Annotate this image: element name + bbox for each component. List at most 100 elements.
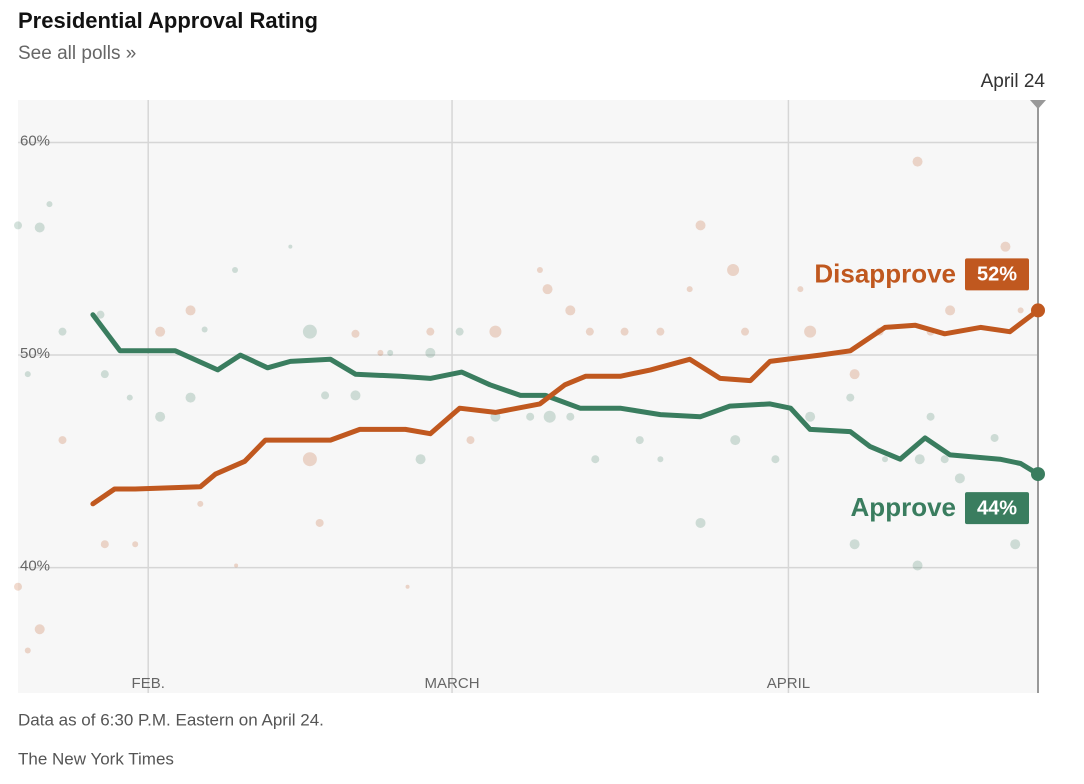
series-name: Disapprove [814, 258, 956, 288]
poll-dot [849, 369, 860, 380]
poll-dot [536, 267, 543, 274]
see-all-polls-link[interactable]: See all polls » [18, 43, 136, 64]
poll-dot [730, 435, 741, 446]
poll-dot [58, 436, 67, 445]
poll-dot [14, 582, 22, 591]
poll-dot [695, 220, 706, 231]
poll-dot [350, 390, 361, 401]
poll-dot [288, 244, 293, 249]
poll-dot [132, 541, 139, 548]
poll-dot [466, 436, 475, 445]
poll-dot [455, 327, 464, 336]
poll-dot [686, 286, 693, 293]
poll-dot [351, 329, 360, 338]
date-marker-triangle [1030, 100, 1046, 109]
poll-dot [882, 456, 888, 463]
poll-dot [126, 394, 133, 401]
poll-dot [771, 455, 780, 464]
poll-dot [24, 647, 31, 654]
poll-dot [100, 540, 109, 549]
y-tick-label: 60% [20, 132, 50, 149]
poll-dot [566, 412, 575, 421]
poll-dot [302, 324, 317, 339]
poll-dot [912, 156, 923, 167]
end-dot [1031, 303, 1045, 318]
poll-dot [620, 327, 629, 336]
poll-dot [377, 349, 384, 356]
poll-dot [543, 410, 556, 423]
poll-dot [591, 455, 600, 464]
y-tick-label: 50% [20, 345, 50, 362]
note: Data as of 6:30 P.M. Eastern on April 24… [18, 710, 324, 729]
poll-dot [741, 327, 750, 336]
poll-dot [695, 517, 706, 528]
series-name: Approve [851, 492, 956, 522]
poll-dot [34, 222, 45, 233]
poll-dot [804, 325, 817, 338]
poll-dot [425, 347, 436, 358]
grid: 40% 50% 60% FEB. MARCH APRIL April 24 [18, 71, 1046, 693]
poll-dot [234, 563, 239, 568]
poll-dot [926, 412, 935, 421]
x-tick-label: APRIL [767, 675, 810, 692]
poll-dot [14, 221, 22, 230]
chart-title: Presidential Approval Rating [18, 8, 318, 33]
x-tick-label: FEB. [132, 675, 165, 692]
poll-dot [940, 455, 949, 464]
poll-dot [797, 286, 804, 293]
poll-dot [185, 392, 196, 403]
end-label-box [965, 258, 1029, 291]
end-label-value: 44% [977, 497, 1017, 519]
poll-dot [526, 412, 535, 421]
y-tick-label: 40% [20, 558, 50, 575]
poll-dot [990, 433, 999, 442]
poll-dot [914, 454, 925, 465]
poll-dot [302, 452, 317, 467]
poll-dot [197, 500, 204, 507]
poll-dot [155, 326, 166, 337]
poll-dot [565, 305, 576, 316]
poll-dot [945, 305, 956, 316]
poll-dot [185, 305, 196, 316]
poll-dot [846, 393, 855, 402]
poll-dot [1000, 241, 1011, 252]
date-marker-label: April 24 [981, 71, 1046, 92]
poll-dot [805, 411, 816, 422]
poll-dot [387, 349, 394, 356]
poll-dot [656, 327, 665, 336]
poll-dot [426, 327, 435, 336]
end-dot [1031, 467, 1045, 482]
poll-dot [321, 391, 330, 400]
poll-dot [155, 411, 166, 422]
poll-dot [489, 325, 502, 338]
poll-dot [542, 284, 553, 295]
poll-dot [912, 560, 923, 571]
poll-dot [46, 201, 53, 208]
end-label-value: 52% [977, 264, 1017, 286]
poll-dot [727, 264, 740, 277]
poll-dot [201, 326, 208, 333]
source: The New York Times [18, 749, 174, 768]
poll-dot [100, 370, 109, 379]
poll-dot [635, 436, 644, 445]
trend-line [90, 307, 1041, 507]
poll-dot [405, 584, 410, 589]
x-tick-label: MARCH [425, 675, 480, 692]
poll-dot [585, 327, 594, 336]
end-label-box [965, 492, 1029, 525]
poll-dot [849, 539, 860, 550]
poll-dot [232, 267, 239, 274]
polls [14, 156, 1024, 654]
poll-dot [315, 518, 324, 527]
poll-dot [415, 454, 426, 465]
poll-dot [24, 371, 31, 378]
trend-line [90, 312, 1041, 477]
poll-dot [58, 327, 67, 336]
poll-dot [954, 473, 965, 484]
poll-dot [96, 310, 105, 319]
poll-dot [1010, 539, 1021, 550]
poll-dot [34, 624, 45, 635]
poll-dot [1017, 307, 1024, 314]
poll-dot [657, 456, 664, 463]
